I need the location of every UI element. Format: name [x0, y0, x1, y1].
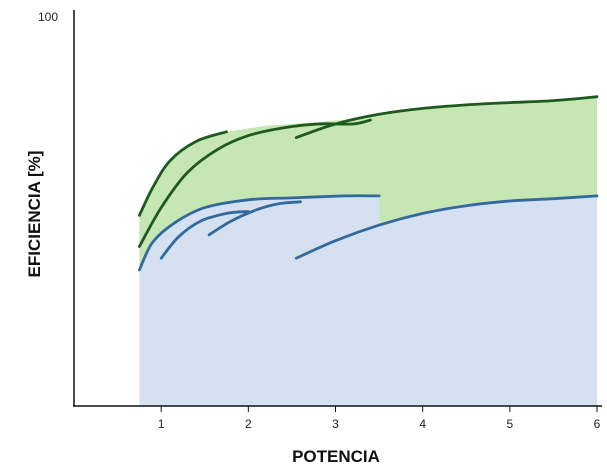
series-line-2: [294, 95, 599, 139]
series-line-3: [138, 194, 381, 272]
y-tick-label-100: 100: [38, 10, 58, 24]
x-tick-label-4: 4: [419, 417, 426, 431]
series-line-5: [207, 200, 302, 237]
x-axis-title: POTENCIA: [292, 447, 380, 466]
series-layer: [138, 95, 599, 272]
series-line-4: [159, 210, 250, 260]
series-line-1: [138, 118, 372, 248]
x-tick-label-3: 3: [332, 417, 339, 431]
x-tick-label-6: 6: [594, 417, 601, 431]
x-tick-label-1: 1: [158, 417, 165, 431]
area-1: [139, 195, 597, 406]
series-line-0: [138, 130, 228, 217]
y-axis-title: EFICIENCIA [%]: [25, 151, 44, 278]
areas-layer: [139, 96, 597, 406]
series-line-6: [294, 194, 599, 260]
x-tick-label-2: 2: [245, 417, 252, 431]
area-0: [139, 96, 597, 270]
x-tick-label-5: 5: [506, 417, 513, 431]
ticks-layer: 1 2 3 4 5 6 100: [38, 10, 601, 431]
